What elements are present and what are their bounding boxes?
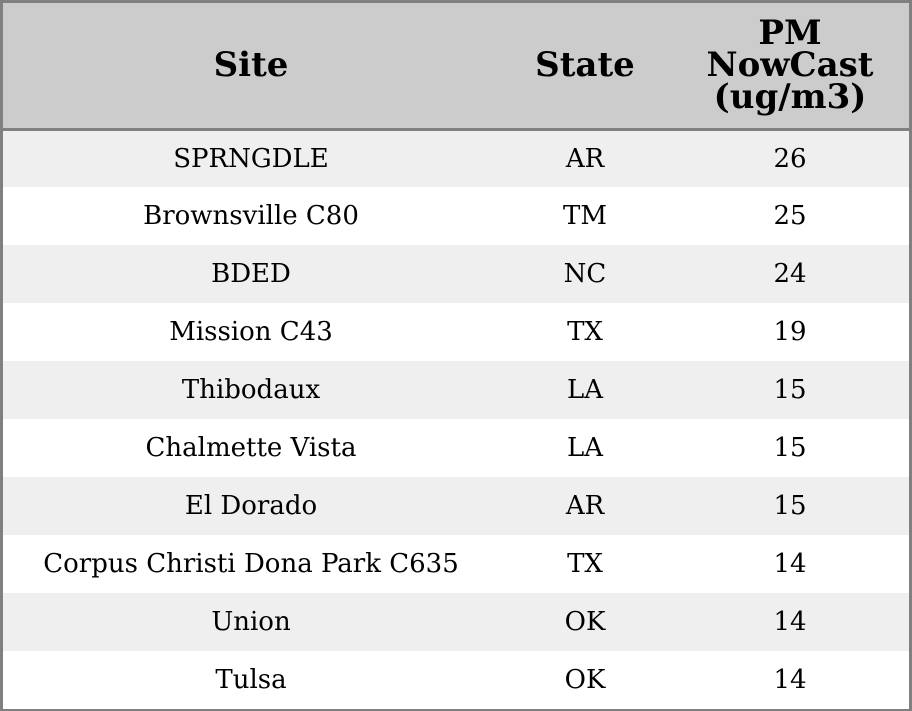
cell-pm-value: 24: [773, 259, 807, 289]
cell-state: LA: [566, 433, 604, 463]
cell-pm-value: 14: [773, 549, 807, 579]
cell-pm-value: 15: [773, 375, 807, 405]
cell-pm-value: 14: [773, 607, 807, 637]
column-header-state: State: [499, 3, 671, 131]
cell-site: Chalmette Vista: [145, 433, 357, 463]
cell-site: Union: [211, 607, 291, 637]
table-row: SPRNGDLE AR 26: [3, 129, 909, 187]
cell-state: AR: [565, 143, 605, 174]
cell-state: TX: [567, 317, 603, 347]
cell-site: El Dorado: [184, 491, 318, 521]
cell-pm-value: 19: [773, 317, 807, 347]
cell-pm-value: 15: [773, 433, 807, 463]
cell-site: Corpus Christi Dona Park C635: [43, 549, 459, 579]
column-header-pm-line-2: NowCast: [706, 45, 874, 86]
cell-state: OK: [564, 665, 606, 695]
cell-site: Tulsa: [215, 665, 287, 695]
table-row: Corpus Christi Dona Park C635 TX 14: [3, 535, 909, 593]
cell-state: NC: [563, 259, 607, 289]
cell-state: LA: [566, 375, 604, 405]
cell-site: Brownsville C80: [143, 201, 359, 231]
cell-state: TX: [567, 549, 603, 579]
cell-site: BDED: [211, 259, 291, 289]
column-header-pm-nowcast: PM NowCast (ug/m3): [671, 3, 909, 131]
table-row: Chalmette Vista LA 15: [3, 419, 909, 477]
table-row: Brownsville C80 TM 25: [3, 187, 909, 245]
cell-state: OK: [564, 607, 606, 637]
cell-state: TM: [563, 201, 607, 231]
column-header-site: Site: [3, 3, 499, 131]
table-row: El Dorado AR 15: [3, 477, 909, 535]
cell-site: Thibodaux: [181, 375, 321, 405]
table-row: Tulsa OK 14: [3, 651, 909, 709]
cell-state: AR: [565, 491, 605, 521]
table-row: BDED NC 24: [3, 245, 909, 303]
cell-site: Mission C43: [169, 317, 333, 347]
cell-pm-value: 15: [773, 491, 807, 521]
column-header-site-label: Site: [213, 45, 289, 86]
cell-pm-value: 26: [773, 143, 807, 174]
cell-pm-value: 14: [773, 665, 807, 695]
table-row: Mission C43 TX 19: [3, 303, 909, 361]
column-header-state-label: State: [535, 45, 635, 86]
column-header-pm-line-1: PM: [758, 13, 822, 54]
column-header-pm-line-3: (ug/m3): [713, 77, 867, 118]
table-row: Union OK 14: [3, 593, 909, 651]
cell-pm-value: 25: [773, 201, 807, 231]
cell-site: SPRNGDLE: [173, 143, 329, 174]
table-body: SPRNGDLE AR 26 Brownsville C80 TM 25 BDE…: [3, 129, 909, 709]
table-row: Thibodaux LA 15: [3, 361, 909, 419]
table-header-row: Site State PM NowCast (ug/m3): [3, 3, 909, 131]
pm-nowcast-table: Site State PM NowCast (ug/m3) SPRNGDLE A…: [3, 3, 909, 709]
